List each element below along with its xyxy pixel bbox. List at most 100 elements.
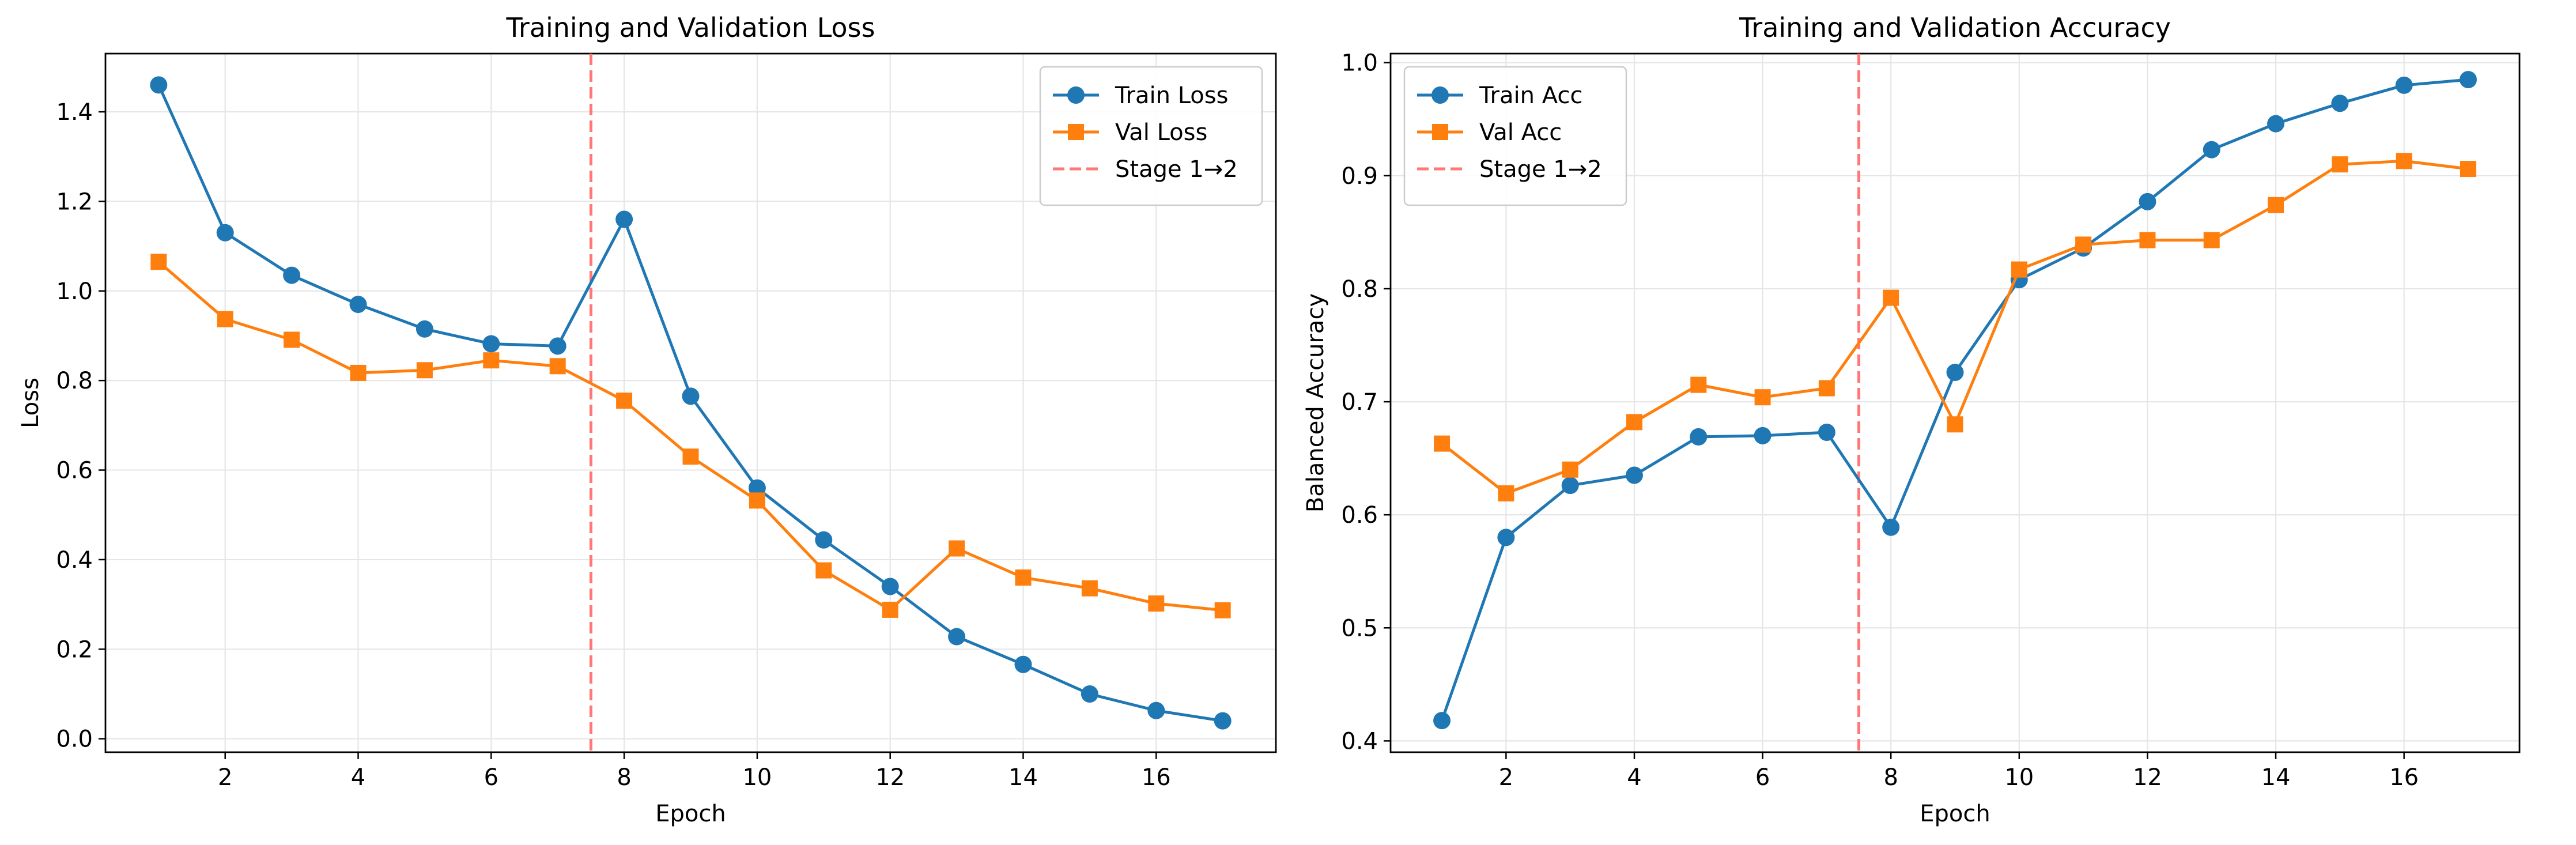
data-point-val (284, 331, 300, 348)
data-point-train (748, 479, 766, 497)
data-point-train (615, 210, 633, 228)
data-point-train (1497, 529, 1515, 546)
y-tick-label: 0.5 (1341, 615, 1378, 642)
x-tick-label: 12 (2133, 764, 2162, 791)
legend-label: Train Loss (1115, 82, 1228, 109)
data-point-val (217, 311, 233, 327)
data-point-train (881, 578, 899, 595)
data-point-train (2459, 71, 2477, 89)
chart-title: Training and Validation Accuracy (1739, 12, 2171, 43)
data-point-train (216, 224, 234, 242)
data-point-train (682, 387, 700, 405)
data-point-val (1214, 602, 1231, 618)
y-tick-label: 1.0 (1341, 50, 1378, 77)
data-point-train (1818, 423, 1835, 441)
data-point-train (2203, 141, 2220, 159)
data-point-train (1625, 466, 1643, 484)
data-point-val (1498, 485, 1514, 501)
data-point-val (1883, 289, 1899, 306)
legend-label: Stage 1→2 (1115, 156, 1238, 183)
y-tick-label: 1.0 (56, 278, 93, 305)
data-point-train (815, 531, 833, 549)
y-tick-label: 1.2 (56, 188, 93, 215)
loss-chart: 2 4 6 8 10 12 14 16 0.0 0.2 0.4 0.6 0.8 1.0 1.2 1.4 Trai… (17, 12, 1277, 827)
legend-label: Train Acc (1479, 82, 1582, 109)
data-point-train (1690, 428, 1708, 446)
legend-marker-swatch (1431, 86, 1449, 104)
x-tick-label: 16 (2389, 764, 2419, 791)
y-tick-label: 0.4 (1341, 728, 1378, 755)
legend-label: Stage 1→2 (1479, 156, 1602, 183)
data-point-val (2460, 161, 2476, 178)
x-tick-label: 10 (2004, 764, 2034, 791)
x-tick-label: 10 (742, 764, 772, 791)
data-point-val (2011, 261, 2027, 278)
x-tick-label: 4 (351, 764, 365, 791)
x-tick-label: 14 (1009, 764, 1038, 791)
data-point-train (1147, 701, 1165, 719)
x-tick-label: 6 (484, 764, 498, 791)
y-tick-label: 0.0 (56, 726, 93, 753)
data-point-train (1014, 655, 1032, 673)
data-point-train (1882, 518, 1900, 536)
accuracy-chart: 2 4 6 8 10 12 14 16 0.4 0.5 0.6 0.7 0.8 0.9 1.0 Trainin… (1302, 12, 2521, 827)
data-point-val (483, 352, 500, 369)
x-tick-label: 4 (1627, 764, 1641, 791)
data-point-val (2139, 232, 2156, 248)
data-point-train (2139, 193, 2156, 210)
y-tick-label: 0.8 (56, 368, 93, 394)
data-point-val (682, 448, 699, 465)
legend-marker-swatch (1067, 86, 1085, 104)
legend-label: Val Loss (1115, 119, 1207, 146)
y-tick-label: 0.6 (56, 458, 93, 484)
data-point-train (1754, 427, 1772, 444)
data-point-train (1214, 712, 1232, 730)
y-tick-label: 1.4 (56, 99, 93, 126)
legend-box (1039, 66, 1263, 206)
data-point-val (1818, 380, 1835, 397)
x-tick-label: 14 (2261, 764, 2291, 791)
x-tick-label: 12 (875, 764, 905, 791)
data-point-val (815, 562, 832, 579)
data-point-train (1946, 364, 1964, 382)
data-point-val (1081, 580, 1098, 597)
data-point-val (2075, 236, 2092, 253)
legend: Train Loss Val Loss Stage 1→2 (1039, 66, 1263, 206)
x-tick-label: 8 (1883, 764, 1898, 791)
y-tick-label: 0.4 (56, 547, 93, 574)
y-tick-label: 0.8 (1341, 276, 1378, 303)
data-point-val (1690, 376, 1707, 393)
plot-frame (104, 52, 1277, 753)
data-point-val (2332, 156, 2348, 173)
data-point-val (882, 601, 898, 618)
data-point-val (350, 364, 367, 381)
legend-label: Val Acc (1479, 119, 1562, 146)
data-point-train (2267, 115, 2285, 133)
data-point-val (150, 254, 167, 270)
data-point-val (2396, 153, 2412, 169)
data-point-val (1947, 416, 1963, 433)
legend: Train Acc Val Acc Stage 1→2 (1403, 66, 1627, 206)
data-point-val (1148, 595, 1165, 612)
data-point-train (1561, 477, 1579, 495)
x-tick-label: 6 (1755, 764, 1770, 791)
data-point-val (1015, 569, 1032, 586)
data-point-val (616, 393, 633, 409)
data-point-train (150, 76, 168, 94)
x-tick-label: 16 (1142, 764, 1171, 791)
plot-frame (1389, 52, 2521, 753)
data-point-train (2331, 95, 2349, 112)
data-point-train (948, 628, 966, 646)
data-point-val (2268, 197, 2284, 213)
chart-title: Training and Validation Loss (506, 12, 875, 43)
legend-marker-swatch (1432, 124, 1448, 140)
data-point-train (549, 337, 566, 355)
data-point-val (2203, 232, 2220, 248)
x-axis-label: Epoch (655, 801, 726, 827)
data-point-val (1626, 414, 1642, 431)
data-point-train (349, 296, 367, 314)
data-point-train (1081, 685, 1098, 703)
y-tick-label: 0.6 (1341, 502, 1378, 529)
